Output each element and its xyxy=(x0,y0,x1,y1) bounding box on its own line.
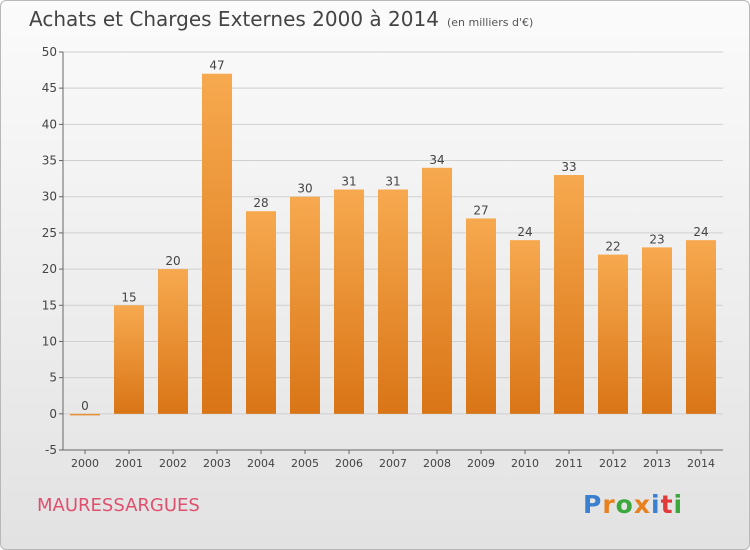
bar-2010 xyxy=(510,240,540,414)
bar-2008 xyxy=(422,167,452,414)
logo-letter: x xyxy=(633,490,651,519)
logo-letter: r xyxy=(602,490,616,519)
data-label-2006: 31 xyxy=(341,174,356,188)
y-tick-label: 50 xyxy=(42,45,57,59)
x-tick-label: 2008 xyxy=(423,457,451,470)
y-tick-label: 10 xyxy=(42,334,57,348)
bar-2000 xyxy=(70,413,100,416)
bar-2014 xyxy=(686,240,716,414)
y-tick-label: 0 xyxy=(49,407,57,421)
x-tick-label: 2011 xyxy=(555,457,583,470)
bar-2012 xyxy=(598,254,628,414)
x-tick-label: 2000 xyxy=(71,457,99,470)
data-label-2014: 24 xyxy=(693,225,708,239)
bar-2011 xyxy=(554,175,584,414)
y-tick-label: 5 xyxy=(49,371,57,385)
x-tick-label: 2014 xyxy=(687,457,715,470)
x-tick-label: 2007 xyxy=(379,457,407,470)
place-name: MAURESSARGUES xyxy=(37,495,200,516)
logo-letter: i xyxy=(651,490,661,519)
x-tick-label: 2013 xyxy=(643,457,671,470)
bar-2001 xyxy=(114,305,144,414)
y-tick-label: 45 xyxy=(42,81,57,95)
bar-2006 xyxy=(334,189,364,414)
logo-letter: t xyxy=(660,490,674,519)
y-tick-label: 15 xyxy=(42,298,57,312)
x-tick-label: 2005 xyxy=(291,457,319,470)
data-label-2002: 20 xyxy=(165,254,180,268)
x-tick-label: 2012 xyxy=(599,457,627,470)
x-tick-label: 2003 xyxy=(203,457,231,470)
bar-2004 xyxy=(246,211,276,414)
y-tick-label: 20 xyxy=(42,262,57,276)
data-label-2004: 28 xyxy=(253,196,268,210)
x-tick-label: 2004 xyxy=(247,457,275,470)
y-tick-label: 40 xyxy=(42,117,57,131)
data-label-2011: 33 xyxy=(561,160,576,174)
data-label-2010: 24 xyxy=(517,225,532,239)
logo-letter: o xyxy=(615,490,634,519)
data-label-2008: 34 xyxy=(429,153,444,167)
bar-2003 xyxy=(202,73,232,414)
bar-2009 xyxy=(466,218,496,414)
data-label-2007: 31 xyxy=(385,174,400,188)
data-label-2001: 15 xyxy=(121,290,136,304)
data-label-2009: 27 xyxy=(473,203,488,217)
data-label-2003: 47 xyxy=(209,59,224,73)
x-tick-label: 2006 xyxy=(335,457,363,470)
data-label-2013: 23 xyxy=(649,232,664,246)
x-tick-label: 2010 xyxy=(511,457,539,470)
x-tick-label: 2009 xyxy=(467,457,495,470)
logo-letter: i xyxy=(673,490,684,519)
data-label-2005: 30 xyxy=(297,182,312,196)
chart-title-text: Achats et Charges Externes 2000 à 2014 xyxy=(29,7,439,31)
bar-2002 xyxy=(158,269,188,414)
data-label-2012: 22 xyxy=(605,240,620,254)
bar-2013 xyxy=(642,247,672,414)
y-tick-label: -5 xyxy=(45,443,57,457)
bar-2007 xyxy=(378,189,408,414)
y-tick-label: 30 xyxy=(42,190,57,204)
chart-subtitle: (en milliers d'€) xyxy=(446,16,534,29)
proxiti-logo: Proxiti xyxy=(583,490,683,519)
x-tick-label: 2001 xyxy=(115,457,143,470)
x-tick-label: 2002 xyxy=(159,457,187,470)
chart-title: Achats et Charges Externes 2000 à 2014 (e… xyxy=(29,7,533,31)
y-tick-label: 25 xyxy=(42,226,57,240)
y-tick-label: 35 xyxy=(42,154,57,168)
bar-2005 xyxy=(290,196,320,414)
logo-letter: P xyxy=(583,490,603,519)
data-label-2000: 0 xyxy=(81,399,89,413)
